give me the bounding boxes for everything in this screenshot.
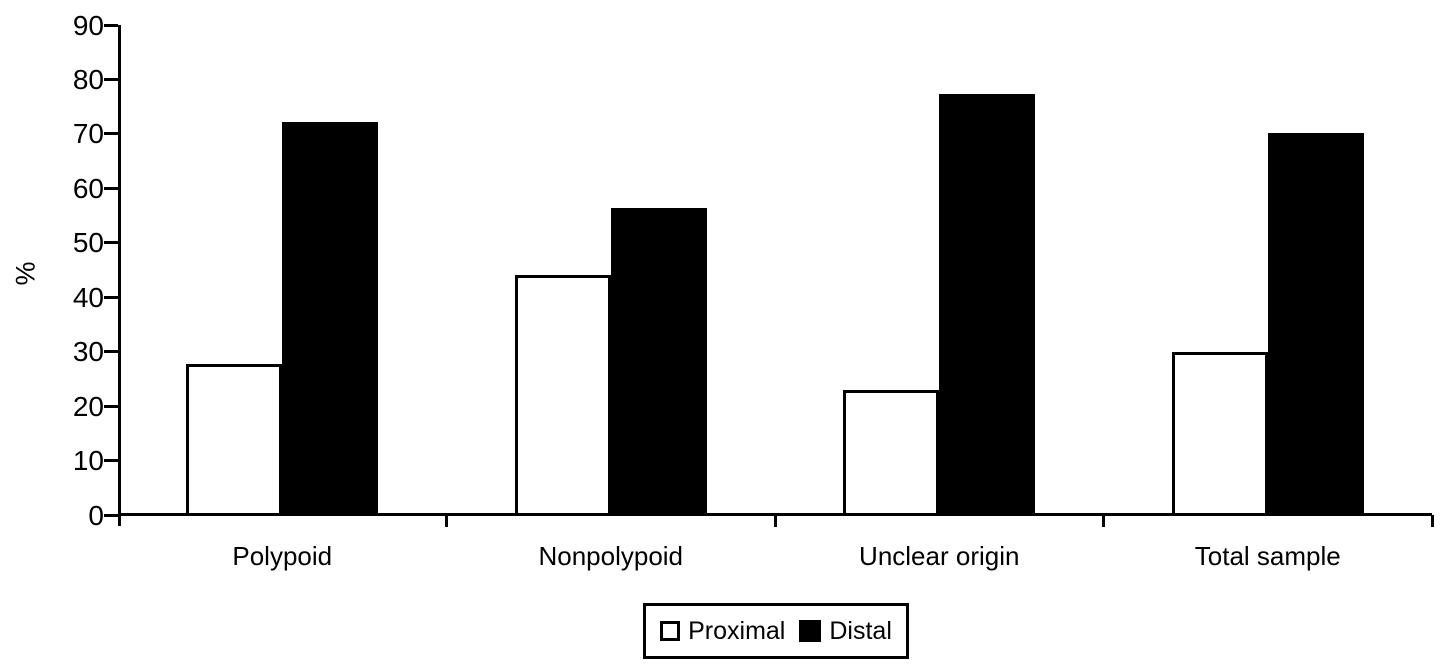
y-tick <box>104 186 118 190</box>
y-tick <box>104 241 118 245</box>
bar-distal-nonpolypoid <box>610 208 707 515</box>
x-axis-line <box>118 513 1432 516</box>
x-category-label: Nonpolypoid <box>538 541 684 571</box>
bar-proximal-polypoid <box>186 364 283 515</box>
bar-group-unclear-origin <box>843 25 1036 515</box>
x-category-label: Total sample <box>1194 541 1341 571</box>
x-tick <box>1430 515 1434 527</box>
y-tick-label: 10 <box>72 445 104 477</box>
bar-proximal-total-sample <box>1171 352 1268 515</box>
y-tick <box>104 77 118 81</box>
y-tick-label: 30 <box>72 336 104 368</box>
x-tick <box>773 515 777 527</box>
bar-distal-polypoid <box>282 122 379 515</box>
x-tick <box>1102 515 1105 527</box>
y-tick-label: 80 <box>72 63 104 95</box>
y-tick-label: 40 <box>72 281 104 313</box>
legend-swatch-distal <box>799 620 822 642</box>
y-tick <box>104 459 118 463</box>
y-tick <box>104 513 118 517</box>
legend-swatch-proximal <box>660 621 681 641</box>
bar-group-polypoid <box>186 25 379 515</box>
y-tick-label: 50 <box>72 227 104 259</box>
bar-distal-total-sample <box>1267 133 1364 515</box>
x-category-label: Polypoid <box>232 541 333 571</box>
y-tick-label: 20 <box>72 390 104 422</box>
y-tick <box>104 23 118 27</box>
y-tick-label: 60 <box>72 172 104 204</box>
legend-label-proximal: Proximal <box>688 616 786 645</box>
y-tick-label: 0 <box>88 499 104 531</box>
legend-label-distal: Distal <box>829 616 892 645</box>
bar-group-total-sample <box>1171 25 1364 515</box>
y-tick-label: 90 <box>72 9 104 41</box>
y-tick-label: 70 <box>72 118 104 150</box>
y-tick <box>104 404 118 408</box>
bar-proximal-nonpolypoid <box>514 275 611 515</box>
x-tick <box>445 515 448 527</box>
legend-box: Proximal Distal <box>643 603 909 659</box>
bar-group-nonpolypoid <box>514 25 707 515</box>
x-category-label: Unclear origin <box>859 541 1020 571</box>
bar-distal-unclear-origin <box>939 94 1036 515</box>
bar-proximal-unclear-origin <box>843 390 940 515</box>
y-tick <box>104 132 118 136</box>
y-tick <box>104 295 118 299</box>
y-axis-line <box>118 25 121 526</box>
y-tick <box>104 350 118 354</box>
